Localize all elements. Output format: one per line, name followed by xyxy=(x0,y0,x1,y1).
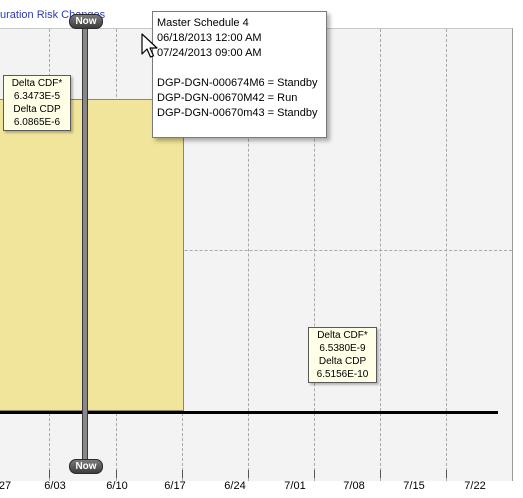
axis-tick-label: 6/03 xyxy=(44,480,66,492)
delta-cdp-value: 6.5156E-10 xyxy=(316,369,369,380)
axis-tick xyxy=(314,470,315,478)
axis-tick xyxy=(248,470,249,478)
delta-cdp-value: 6.0865E-6 xyxy=(13,117,61,128)
gridline-vertical xyxy=(446,29,447,481)
tooltip-end-time: 07/24/2013 09:00 AM xyxy=(157,47,262,59)
tooltip-spacer xyxy=(157,61,326,76)
tooltip-item: DGP-DGN-00670m43 = Standby xyxy=(157,107,318,119)
axis-tick-label: 7/01 xyxy=(284,480,306,492)
delta-cdf-value: 6.3473E-5 xyxy=(13,91,61,102)
axis-tick-label: 6/10 xyxy=(106,480,128,492)
gridline-vertical xyxy=(380,29,381,481)
axis-tick xyxy=(182,470,183,478)
axis-tick-label: 6/24 xyxy=(224,480,246,492)
axis-tick-label: 7/08 xyxy=(343,480,365,492)
gridline-vertical xyxy=(248,29,249,481)
axis-tick-label: 6/17 xyxy=(164,480,186,492)
tooltip-start-time: 06/18/2013 12:00 AM xyxy=(157,32,262,44)
risk-baseline xyxy=(0,411,498,414)
axis-tick-label: 27 xyxy=(0,480,12,492)
axis-tick xyxy=(116,470,117,478)
delta-cdf-caption: Delta CDF* xyxy=(11,78,63,89)
tooltip-item: DGP-DGN-00670M42 = Run xyxy=(157,92,298,104)
delta-cdp-caption: Delta CDP xyxy=(13,104,61,115)
delta-risk-label: Delta CDF* 6.5380E-9 Delta CDP 6.5156E-1… xyxy=(308,327,377,383)
risk-period-bar[interactable] xyxy=(0,99,184,411)
axis-tick xyxy=(380,470,381,478)
axis-tick-label: 7/15 xyxy=(403,480,425,492)
arrow-cursor-icon xyxy=(141,33,158,58)
gridline-horizontal xyxy=(0,250,512,251)
delta-cdf-value: 6.5380E-9 xyxy=(319,343,366,354)
schedule-tooltip: Master Schedule 4 06/18/2013 12:00 AM 07… xyxy=(152,11,327,138)
tooltip-item: DGP-DGN-000674M6 = Standby xyxy=(157,77,318,89)
gridline-vertical xyxy=(314,29,315,481)
now-marker-badge-top[interactable]: Now xyxy=(69,14,103,29)
axis-tick xyxy=(49,470,50,478)
now-marker-badge-bottom[interactable]: Now xyxy=(69,459,103,474)
tooltip-title: Master Schedule 4 xyxy=(157,17,249,29)
delta-cdf-caption: Delta CDF* xyxy=(317,330,368,341)
axis-tick-label: 7/22 xyxy=(464,480,486,492)
delta-risk-label: Delta CDF* 6.3473E-5 Delta CDP 6.0865E-6 xyxy=(3,75,71,131)
delta-cdp-caption: Delta CDP xyxy=(318,356,367,367)
axis-tick xyxy=(446,470,447,478)
now-marker-line[interactable] xyxy=(82,20,88,470)
